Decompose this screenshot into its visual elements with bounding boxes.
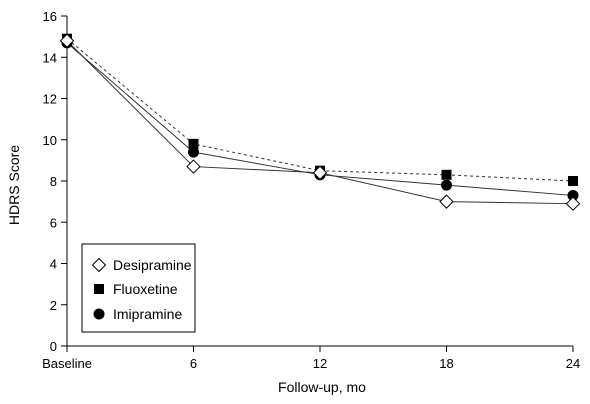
y-tick-label: 12 [43,92,57,107]
legend-label: Desipramine [113,257,192,273]
data-point [188,138,199,149]
legend-label: Imipramine [113,306,182,322]
series-points-fluoxetine [62,33,578,186]
y-tick-label: 14 [43,50,57,65]
legend-item: Imipramine [93,306,182,322]
data-point [568,176,578,186]
data-point [312,165,328,180]
x-axis-label: Follow-up, mo [278,379,366,395]
data-point [441,169,452,180]
legend-marker [93,308,105,320]
series-points-desipramine [59,33,581,211]
y-axis-label: HDRS Score [6,145,22,225]
legend-label: Fluoxetine [113,281,178,297]
y-tick-label: 10 [43,133,57,148]
x-tick-label: 24 [566,356,580,371]
series-layer [59,33,581,211]
legend-item: Desipramine [91,257,192,273]
legend-marker [94,284,104,294]
legend-marker [91,257,107,273]
data-point [59,33,75,48]
data-point [567,189,579,201]
data-point [565,196,581,211]
series-line-fluoxetine [66,38,574,182]
y-tick-label: 2 [50,298,57,313]
legend: Desipramine Fluoxetine Imipramine [81,243,196,333]
x-tick-label: 6 [190,356,197,371]
legend-item: Fluoxetine [94,281,178,297]
y-tick-label: 6 [50,215,57,230]
data-point [441,179,452,191]
series-line [66,38,574,182]
data-point [186,159,201,174]
y-tick-label: 16 [43,9,57,24]
x-tick-label: 18 [439,356,453,371]
data-point [188,146,199,158]
data-point [439,194,454,209]
y-tick-label: 4 [50,257,57,272]
x-tick-label: 12 [313,356,327,371]
y-tick-label: 0 [50,339,57,354]
y-tick-label: 8 [50,174,57,189]
x-tick-label: Baseline [42,356,92,371]
